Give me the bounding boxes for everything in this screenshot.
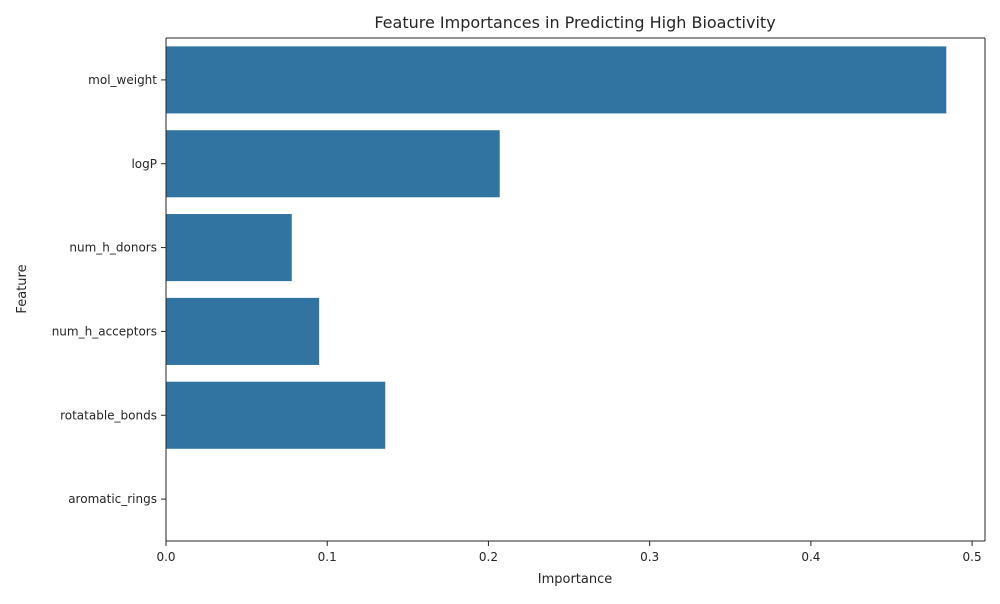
y-axis-ticks: mol_weight logP num_h_donors num_h_acceptor…: [52, 73, 166, 506]
bar-rotatable-bonds: [166, 381, 386, 449]
x-tick-label: 0.3: [640, 550, 659, 564]
y-tick-label: logP: [131, 157, 157, 171]
bar-num-h-donors: [166, 214, 292, 282]
x-axis-ticks: 0.0 0.1 0.2 0.3 0.4 0.5: [156, 541, 982, 564]
bars-group: [166, 46, 947, 449]
y-tick-label: mol_weight: [88, 73, 157, 87]
x-tick-label: 0.1: [318, 550, 337, 564]
bar-logP: [166, 130, 500, 198]
y-tick-label: num_h_donors: [69, 241, 157, 255]
y-tick-label: rotatable_bonds: [60, 408, 157, 422]
bar-mol-weight: [166, 46, 947, 114]
y-tick-label: aromatic_rings: [68, 492, 157, 506]
x-tick-label: 0.2: [479, 550, 498, 564]
x-axis-label: Importance: [538, 572, 613, 587]
axes-frame: [165, 37, 986, 542]
x-tick-label: 0.5: [963, 550, 982, 564]
x-tick-label: 0.0: [156, 550, 175, 564]
bar-num-h-acceptors: [166, 297, 320, 365]
y-tick-label: num_h_acceptors: [52, 324, 157, 338]
x-tick-label: 0.4: [801, 550, 820, 564]
y-axis-label: Feature: [15, 264, 30, 313]
chart-title: Feature Importances in Predicting High B…: [374, 13, 775, 32]
